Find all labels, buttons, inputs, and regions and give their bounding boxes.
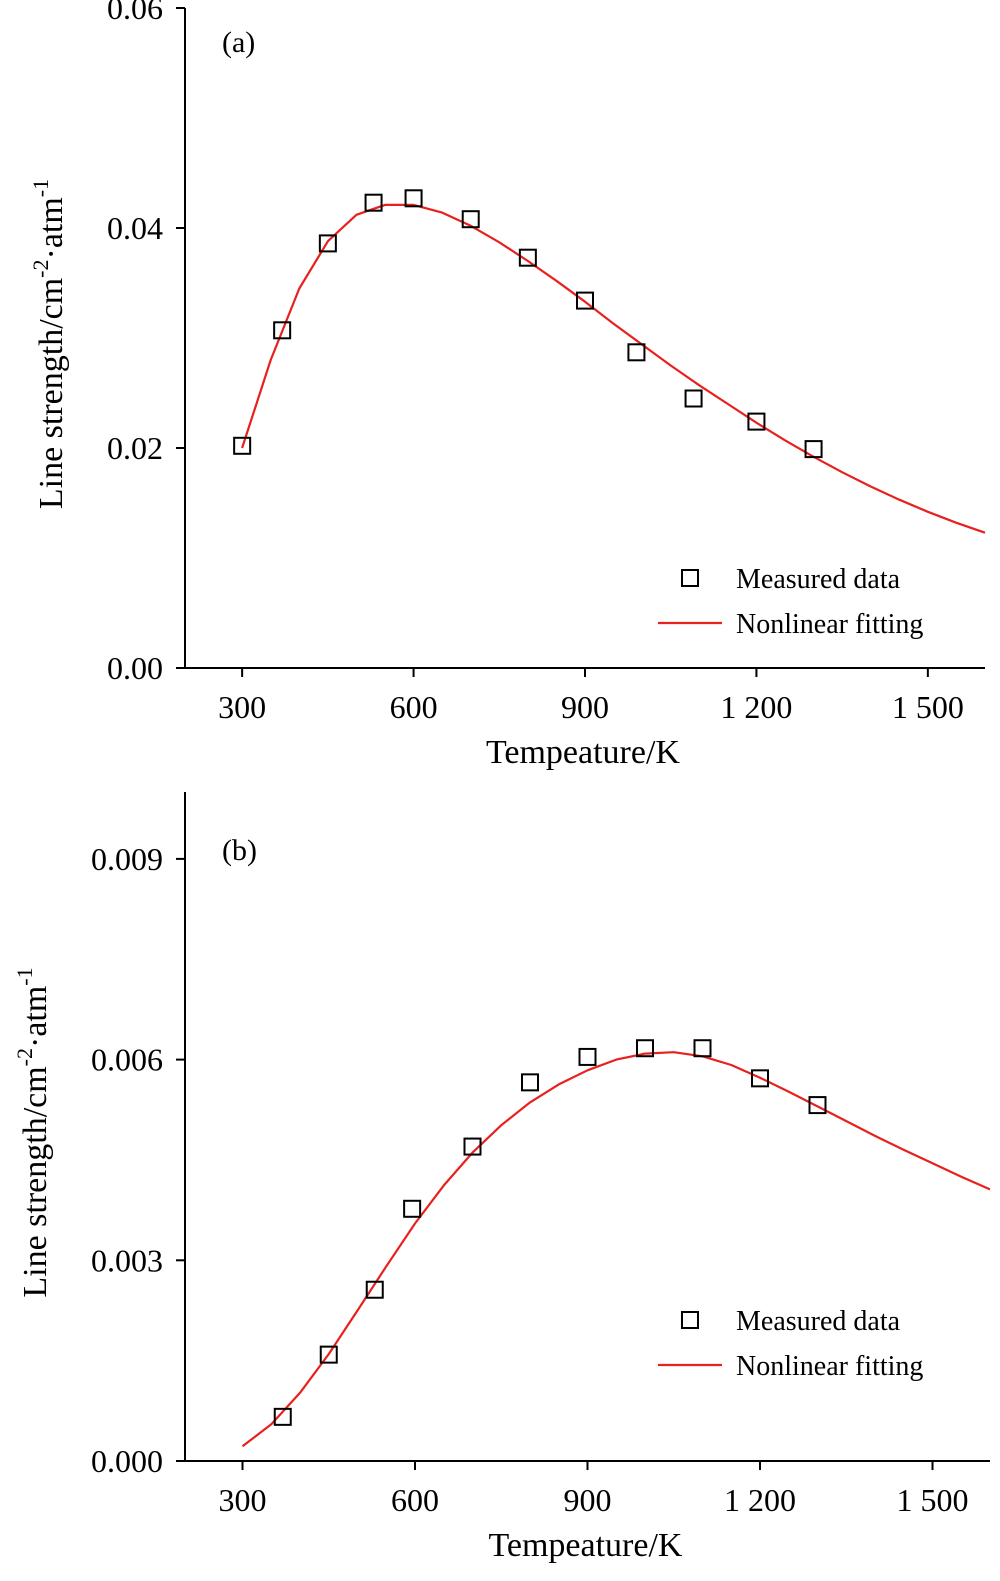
data-point bbox=[319, 1345, 338, 1364]
data-point bbox=[364, 193, 383, 212]
panel-a: 0.00 0.02 0.04 0.06 300 600 900 1 200 1 500 Tempe… bbox=[28, 0, 986, 771]
panel-label: (a) bbox=[222, 26, 255, 59]
panel-b: 0.000 0.003 0.006 0.009 300 600 900 1 200 1 500 T… bbox=[12, 792, 991, 1564]
data-point bbox=[808, 1096, 827, 1115]
x-tick-label: 900 bbox=[561, 689, 609, 725]
data-point bbox=[693, 1039, 712, 1058]
data-point bbox=[518, 248, 537, 267]
data-point bbox=[747, 412, 766, 431]
y-tick-label: 0.04 bbox=[107, 210, 163, 246]
x-axis-title: Tempeature/K bbox=[489, 1527, 683, 1564]
data-point bbox=[365, 1280, 384, 1299]
x-tick-label: 1 200 bbox=[724, 1482, 796, 1518]
legend-label-fit: Nonlinear fitting bbox=[736, 609, 923, 640]
data-point bbox=[684, 389, 703, 408]
x-tick-label: 1 200 bbox=[720, 689, 792, 725]
x-axis-title: Tempeature/K bbox=[486, 734, 680, 771]
y-axis-title: Line strength/cm-2·atm-1 bbox=[28, 179, 70, 509]
legend-marker-measured bbox=[681, 1311, 699, 1329]
data-point bbox=[233, 436, 252, 455]
x-tick-label: 600 bbox=[391, 1482, 439, 1518]
y-tick-label: 0.00 bbox=[107, 650, 163, 686]
fit-curve bbox=[241, 1051, 991, 1448]
data-point bbox=[521, 1073, 539, 1092]
data-point bbox=[627, 343, 646, 362]
data-point bbox=[318, 234, 337, 253]
data-point bbox=[463, 1137, 482, 1156]
x-tick-label: 300 bbox=[219, 1482, 267, 1518]
data-point bbox=[804, 440, 823, 459]
y-tick-label: 0.006 bbox=[91, 1042, 163, 1078]
legend-label-fit: Nonlinear fitting bbox=[736, 1351, 923, 1382]
data-point bbox=[636, 1039, 654, 1058]
data-point bbox=[404, 189, 423, 208]
x-tick-label: 1 500 bbox=[897, 1482, 969, 1518]
data-point bbox=[461, 210, 480, 229]
x-tick-label: 900 bbox=[564, 1482, 612, 1518]
legend-marker-measured bbox=[681, 569, 699, 587]
y-tick-label: 0.06 bbox=[107, 0, 163, 26]
x-tick-label: 1 500 bbox=[892, 689, 964, 725]
panel-label: (b) bbox=[222, 834, 257, 867]
x-tick-label: 300 bbox=[218, 689, 266, 725]
x-tick-label: 600 bbox=[390, 689, 438, 725]
data-point bbox=[576, 291, 594, 310]
fit-curve bbox=[241, 203, 986, 534]
data-point bbox=[751, 1069, 769, 1088]
legend-label-measured: Measured data bbox=[736, 564, 901, 595]
y-tick-label: 0.009 bbox=[91, 841, 163, 877]
y-tick-label: 0.003 bbox=[91, 1242, 163, 1278]
data-point bbox=[273, 1407, 292, 1426]
y-tick-label: 0.000 bbox=[91, 1443, 163, 1479]
data-point bbox=[578, 1047, 597, 1066]
data-point bbox=[403, 1199, 422, 1218]
legend-label-measured: Measured data bbox=[736, 1306, 901, 1337]
y-axis-title: Line strength/cm-2·atm-1 bbox=[12, 967, 54, 1297]
y-tick-label: 0.02 bbox=[107, 430, 163, 466]
data-point bbox=[273, 321, 292, 340]
